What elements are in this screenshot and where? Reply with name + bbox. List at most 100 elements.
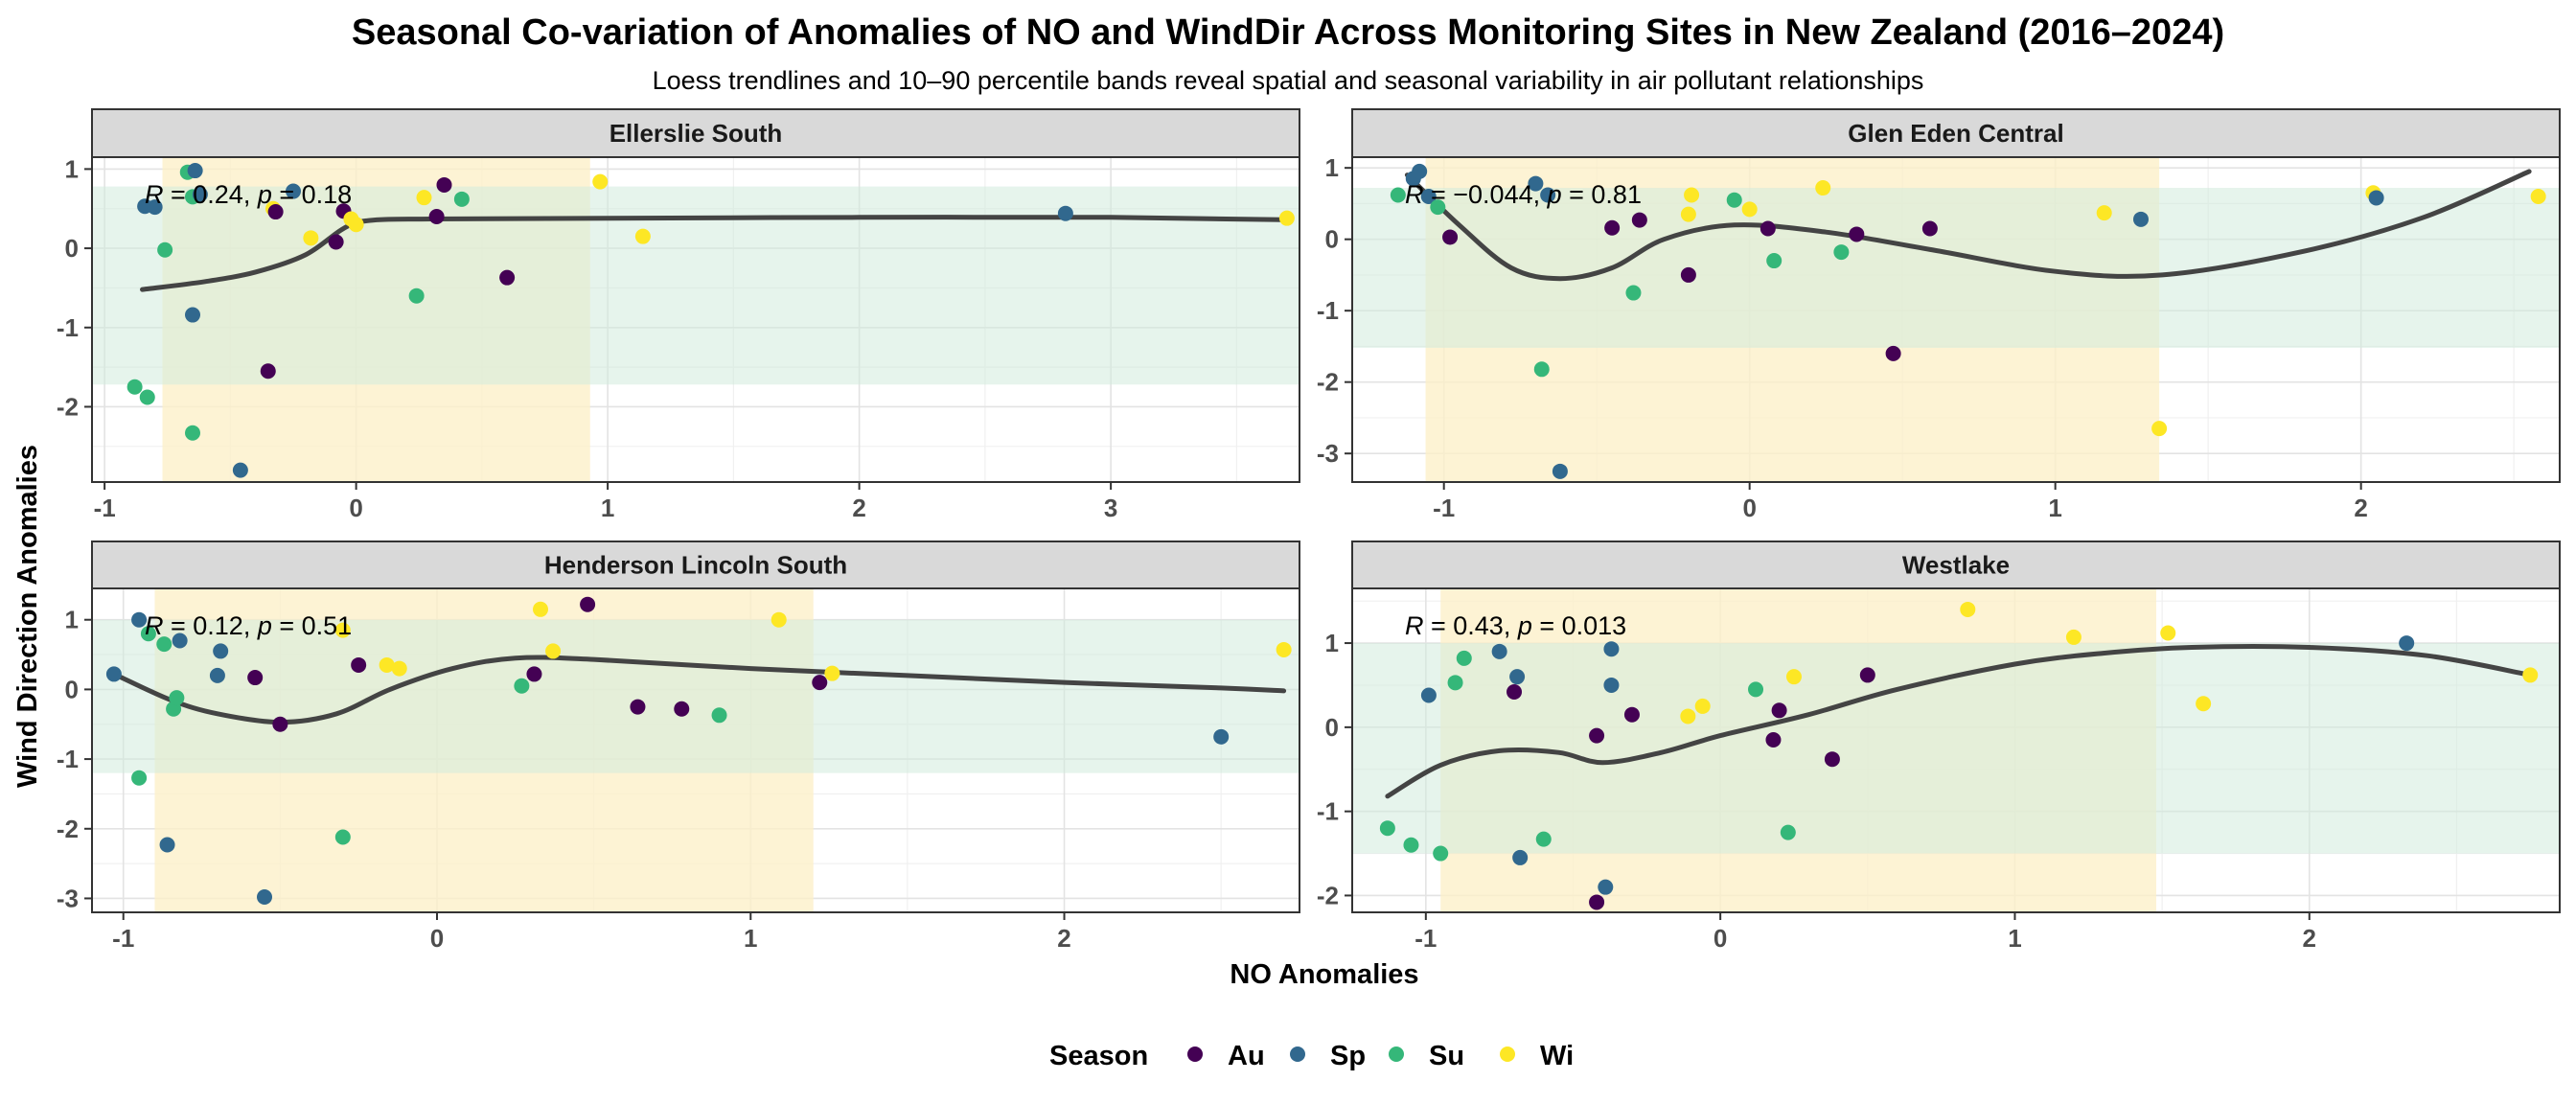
data-point-wi bbox=[2196, 696, 2212, 712]
data-point-su bbox=[140, 626, 156, 642]
data-point-sp bbox=[192, 186, 208, 202]
data-point-wi bbox=[1684, 187, 1700, 203]
data-point-sp bbox=[209, 667, 225, 683]
data-point-su bbox=[131, 770, 148, 786]
data-point-sp bbox=[1540, 187, 1556, 203]
data-point-au bbox=[630, 699, 646, 715]
data-point-sp bbox=[1057, 205, 1073, 221]
data-point-au bbox=[1680, 266, 1696, 283]
y-tick-label: 1 bbox=[65, 606, 79, 634]
data-point-au bbox=[428, 209, 445, 225]
data-point-wi bbox=[770, 611, 787, 628]
facet-panel-0: R = 0.24, p = 0.18 Ellerslie South -1 0 1 2 3 -… bbox=[57, 108, 1300, 522]
data-point-au bbox=[1589, 894, 1605, 910]
y-tick-label: -1 bbox=[1317, 797, 1339, 826]
data-point-su bbox=[1533, 361, 1550, 378]
facet-strip bbox=[1351, 540, 2561, 589]
data-point-wi bbox=[1741, 201, 1758, 218]
x-tick-label: 3 bbox=[1104, 494, 1117, 522]
y-tick-label: -2 bbox=[57, 815, 79, 843]
facet-strip-label: Glen Eden Central bbox=[1848, 119, 2063, 148]
data-point-su bbox=[1456, 650, 1472, 666]
data-point-sp bbox=[131, 611, 148, 628]
x-tick-label: -1 bbox=[1433, 494, 1455, 522]
legend-title: Season bbox=[1049, 1041, 1148, 1071]
data-point-sp bbox=[286, 183, 301, 199]
data-point-wi bbox=[2096, 205, 2112, 221]
panels-group: R = 0.24, p = 0.18 Ellerslie South -1 0 1 2 3 -… bbox=[57, 108, 2561, 953]
data-point-au bbox=[499, 269, 516, 286]
data-point-au bbox=[1623, 706, 1640, 723]
y-tick-label: -3 bbox=[57, 884, 79, 912]
legend-swatch-su bbox=[1389, 1046, 1404, 1062]
data-point-sp bbox=[1512, 849, 1529, 865]
data-point-au bbox=[1765, 732, 1782, 748]
data-point-au bbox=[1506, 683, 1523, 700]
x-tick-label: 0 bbox=[430, 924, 444, 953]
data-point-wi bbox=[1815, 180, 1831, 196]
data-point-wi bbox=[1680, 708, 1696, 724]
data-point-au bbox=[1849, 226, 1865, 242]
loess-trendline bbox=[114, 655, 1287, 725]
data-point-au bbox=[812, 675, 828, 691]
data-point-wi bbox=[334, 622, 351, 638]
data-point-sp bbox=[1420, 188, 1437, 204]
data-point-wi bbox=[2530, 188, 2546, 204]
data-point-sp bbox=[1420, 687, 1437, 703]
data-point-su bbox=[1766, 253, 1782, 269]
data-point-wi bbox=[2065, 629, 2082, 645]
data-point-sp bbox=[187, 163, 203, 179]
y-tick-label: 0 bbox=[1325, 713, 1339, 742]
x-tick-label: 0 bbox=[349, 494, 362, 522]
x-tick-label: 2 bbox=[2354, 494, 2367, 522]
data-point-su bbox=[1447, 675, 1463, 691]
y-tick-label: 1 bbox=[1325, 629, 1339, 657]
data-point-sp bbox=[232, 462, 248, 478]
data-point-sp bbox=[1412, 163, 1428, 179]
correlation-annotation: R = 0.43, p = 0.013 bbox=[1405, 611, 1626, 640]
data-point-sp bbox=[2132, 211, 2149, 227]
data-point-su bbox=[169, 690, 185, 706]
data-point-su bbox=[1390, 187, 1406, 203]
data-point-au bbox=[1631, 212, 1647, 228]
data-point-su bbox=[1403, 837, 1419, 853]
correlation-annotation: R = −0.044, p = 0.81 bbox=[1405, 180, 1642, 209]
y-tick-label: -1 bbox=[57, 313, 79, 342]
data-point-su bbox=[514, 678, 530, 694]
data-point-sp bbox=[147, 199, 163, 216]
facet-strip bbox=[91, 108, 1300, 158]
data-point-wi bbox=[1680, 206, 1696, 222]
y-tick-label: 1 bbox=[65, 154, 79, 183]
y-axis-title: Wind Direction Anomalies bbox=[12, 445, 43, 788]
x-tick-label: 2 bbox=[852, 494, 865, 522]
data-point-su bbox=[157, 242, 173, 258]
data-point-au bbox=[1921, 220, 1938, 237]
data-point-sp bbox=[1528, 175, 1544, 192]
legend-swatch-au bbox=[1187, 1046, 1203, 1062]
y-tick-label: 0 bbox=[65, 675, 79, 703]
data-point-wi bbox=[1276, 641, 1292, 657]
data-point-su bbox=[1430, 199, 1446, 216]
data-point-au bbox=[1589, 727, 1605, 744]
data-point-sp bbox=[1603, 641, 1620, 657]
data-point-au bbox=[1885, 345, 1901, 361]
data-point-su bbox=[1535, 831, 1552, 847]
x-tick-label: -1 bbox=[112, 924, 134, 953]
x-tick-label: 2 bbox=[2303, 924, 2316, 953]
legend-swatch-sp bbox=[1290, 1046, 1305, 1062]
facet-strip bbox=[1351, 108, 2561, 158]
y-tick-label: -2 bbox=[57, 392, 79, 421]
data-point-su bbox=[126, 379, 143, 395]
data-point-sp bbox=[2399, 635, 2415, 652]
data-point-sp bbox=[1598, 879, 1614, 895]
panel-plot-area bbox=[92, 588, 1300, 912]
data-point-au bbox=[260, 363, 276, 380]
facet-panel-3: R = 0.43, p = 0.013 Westlake -1 0 1 2 -2 -1 0 1 bbox=[1317, 540, 2561, 953]
data-point-wi bbox=[379, 656, 395, 673]
data-point-wi bbox=[348, 217, 364, 233]
data-point-sp bbox=[1552, 463, 1568, 479]
data-point-sp bbox=[185, 307, 200, 323]
data-point-au bbox=[1859, 667, 1875, 683]
data-point-wi bbox=[533, 601, 548, 617]
